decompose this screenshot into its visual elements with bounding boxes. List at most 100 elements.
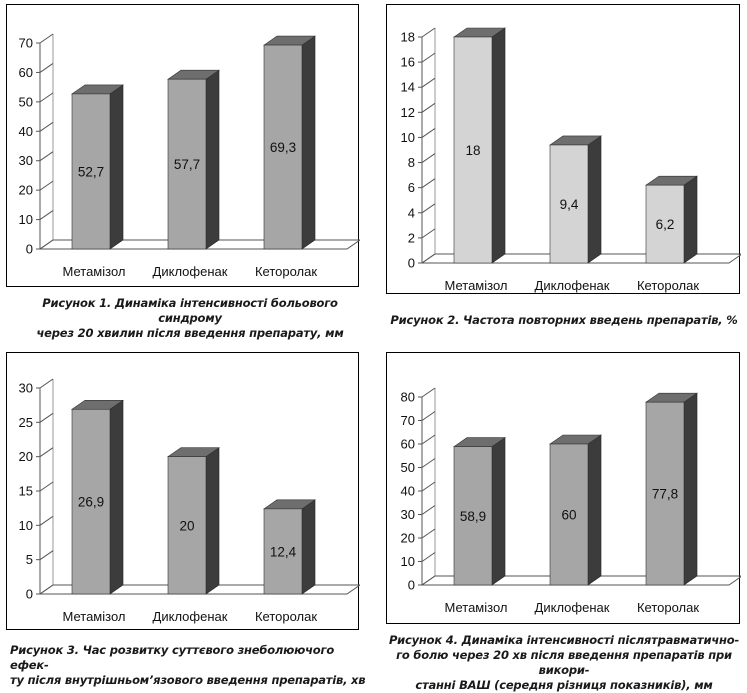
- chart-4-bar-2-front: [549, 443, 589, 586]
- figure-2-caption: Рисунок 2. Частота повторних введень пре…: [386, 313, 742, 328]
- chart-1-bar-3-side: [301, 35, 316, 250]
- chart-4-category-label: Метамізол: [445, 600, 508, 615]
- chart-4-floor: [420, 575, 741, 586]
- chart-1-y-tick-label: 30: [19, 153, 33, 168]
- chart-2-bar-2: 9,4: [549, 135, 602, 264]
- chart-2-y-tick-label: 0: [408, 256, 415, 271]
- chart-3-y-tick-label: 5: [26, 552, 33, 567]
- chart-4-y-tick-label: 30: [401, 507, 415, 522]
- chart-4-axes: 0 10 20 30 40 50 60 70 80: [401, 387, 741, 593]
- chart-4-bar-1-front: [453, 446, 493, 586]
- chart-1-bar-3: 69,3: [263, 35, 316, 250]
- figure-1-caption: Рисунок 1. Динаміка інтенсивності больов…: [10, 296, 370, 341]
- chart-2-y-tick-label: 2: [408, 230, 415, 245]
- chart-2-bar-1-side: [491, 27, 506, 264]
- chart-4-data-label: 77,8: [652, 487, 678, 502]
- chart-3-bar-1-front: [71, 408, 111, 595]
- chart-1-y-tick: [39, 33, 54, 44]
- chart-3-y-tick: [39, 481, 54, 492]
- chart-3-floor: [38, 584, 360, 595]
- chart-2-category-label: Кеторолак: [637, 278, 699, 293]
- chart-1-y-tick-label: 40: [19, 124, 33, 139]
- chart-3-bar-2: 20: [167, 447, 220, 595]
- figure-4-caption-line-2: го болю через 20 хв після введення препа…: [396, 648, 732, 677]
- chart-1-bar-1-front: [71, 93, 111, 250]
- chart-3-y-tick: [39, 550, 54, 561]
- chart-2-data-label: 6,2: [656, 217, 675, 232]
- chart-1-y-tick-label: 60: [19, 65, 33, 80]
- chart-2-bar-1-front: [453, 36, 493, 264]
- chart-4-bar-2: 60: [549, 434, 602, 586]
- figure-4-caption-line-3: станні ВАШ (середня різниця показників),…: [415, 678, 713, 692]
- chart-1-y-tick: [39, 121, 54, 132]
- chart-2-bar-1: 18: [453, 27, 506, 264]
- chart-3-bar-1-side: [109, 399, 124, 595]
- chart-4-bar-1-side: [491, 437, 506, 586]
- chart-4-bar-3-front: [645, 401, 685, 586]
- chart-1-y-tick-label: 0: [26, 242, 33, 257]
- chart-1-y-tick-label: 50: [19, 94, 33, 109]
- chart-panel-1: 0 10 20 30 40 50 60 70 52,7 Метамізол 57,7 Диклофен…: [6, 4, 360, 287]
- chart-4-y-tick-label: 10: [401, 554, 415, 569]
- chart-3-bar-1: 26,9: [71, 399, 124, 595]
- figure-1-caption-line-1: Рисунок 1. Динаміка інтенсивності больов…: [42, 296, 338, 325]
- chart-2-category-label: Метамізол: [445, 278, 508, 293]
- chart-2-svg: 0 2 4 6 8 10 12 14 16 18 18 Метамізол 9,4 Диклофенак 6…: [401, 27, 741, 293]
- chart-3-y-tick-label: 25: [19, 415, 33, 430]
- chart-1-data-label: 52,7: [78, 164, 104, 179]
- chart-4-y-tick-label: 60: [401, 437, 415, 452]
- chart-2-bar-2-front: [549, 144, 589, 264]
- figure-3-caption-line-1: Рисунок 3. Час розвитку суттєвого знебол…: [10, 643, 335, 672]
- chart-3-bar-2-front: [167, 456, 207, 595]
- chart-2-y-tick: [421, 128, 436, 138]
- chart-1-y-tick: [39, 210, 54, 220]
- figure-1-caption-line-2: через 20 хвилин після введення препарату…: [36, 326, 344, 340]
- chart-4-data-label: 58,9: [460, 509, 486, 524]
- chart-1-svg: 0 10 20 30 40 50 60 70 52,7 Метамізол 57,7 Диклофен…: [19, 33, 360, 279]
- chart-3-category-label: Диклофенак: [153, 609, 228, 624]
- chart-1-bar-2: 57,7: [167, 69, 220, 250]
- chart-1-y-tick: [39, 180, 54, 191]
- chart-4-y-tick-label: 20: [401, 531, 415, 546]
- chart-4-y-tick: [421, 505, 436, 515]
- chart-1-bar-1: 52,7: [71, 84, 124, 250]
- chart-2-axes: 0 2 4 6 8 10 12 14 16 18: [401, 27, 741, 271]
- chart-4-category-label: Кеторолак: [637, 600, 699, 615]
- chart-4-y-tick-label: 0: [408, 578, 415, 593]
- chart-3-data-label: 12,4: [270, 544, 297, 559]
- chart-3-svg: 0 5 10 15 20 25 30 26,9 Метамізол 20 Диклофенак 12,…: [19, 378, 360, 624]
- chart-4-y-tick: [421, 528, 436, 539]
- chart-4-bar-3: 77,8: [645, 392, 698, 586]
- chart-panel-3: 0 5 10 15 20 25 30 26,9 Метамізол 20 Диклофенак 12,…: [6, 352, 360, 630]
- chart-4-y-tick: [421, 434, 436, 445]
- chart-2-y-tick: [421, 153, 436, 163]
- chart-3-y-tick-label: 30: [19, 381, 33, 396]
- chart-1-category-label: Кеторолак: [255, 264, 317, 279]
- chart-2-y-tick: [421, 203, 436, 214]
- chart-1-floor: [38, 239, 360, 250]
- chart-4-y-tick: [421, 481, 436, 492]
- chart-4-bar-3-side: [683, 392, 698, 586]
- figure-4-caption-line-1: Рисунок 4. Динаміка інтенсивності післят…: [388, 633, 740, 647]
- chart-panel-2: 0 2 4 6 8 10 12 14 16 18 18 Метамізол 9,4 Диклофенак 6…: [386, 4, 741, 294]
- chart-1-axes: 0 10 20 30 40 50 60 70: [19, 33, 360, 257]
- chart-4-y-tick: [421, 458, 436, 468]
- chart-2-bar-3-side: [683, 175, 698, 264]
- chart-2-y-tick-label: 8: [408, 155, 415, 170]
- chart-1-bar-2-front: [167, 78, 207, 250]
- chart-2-category-label: Диклофенак: [535, 278, 610, 293]
- chart-1-y-tick: [39, 92, 54, 103]
- chart-3-y-tick: [39, 515, 54, 526]
- chart-4-data-label: 60: [561, 508, 576, 523]
- chart-2-floor: [420, 253, 741, 264]
- chart-1-bar-2-side: [205, 69, 220, 250]
- figure-2-caption-line-1: Рисунок 2. Частота повторних введень пре…: [390, 313, 738, 327]
- chart-4-y-tick-label: 50: [401, 460, 415, 475]
- chart-2-y-tick: [421, 228, 436, 239]
- chart-2-y-tick-label: 4: [408, 205, 415, 220]
- chart-3-category-label: Кеторолак: [255, 609, 317, 624]
- chart-3-y-tick: [39, 378, 54, 389]
- chart-4-y-tick: [421, 552, 436, 562]
- chart-2-y-tick: [421, 27, 436, 38]
- chart-1-y-tick: [39, 63, 54, 73]
